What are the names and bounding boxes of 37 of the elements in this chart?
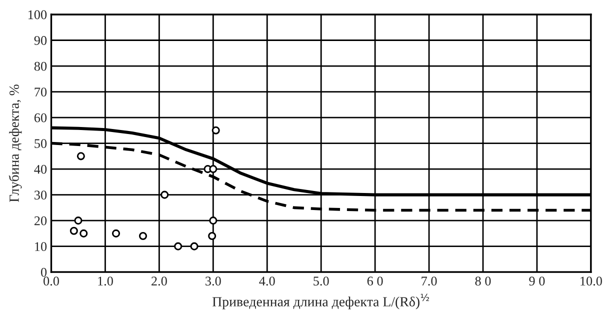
y-tick-label: 20 (34, 216, 47, 226)
x-axis-title: Приведенная длина дефекта L/(Rδ)$^{½}$ (212, 294, 430, 310)
x-tick-label: 3.0 (206, 276, 221, 286)
x-tick-label: 4.0 (259, 276, 275, 286)
y-tick-label: 90 (34, 36, 47, 45)
point (190, 242, 198, 250)
x-tick-label: 9 0 (529, 276, 545, 286)
x-tick-label: 2.0 (152, 276, 167, 286)
y-tick-label: 10 (35, 242, 47, 252)
point (174, 242, 182, 250)
x-tick-label: 1.0 (98, 276, 113, 286)
point (208, 232, 216, 240)
point (212, 126, 220, 134)
y-tick-label: 70 (34, 88, 47, 96)
x-tick-label: 7.0 (422, 276, 437, 286)
point (112, 229, 120, 238)
point (74, 216, 82, 225)
y-tick-label: 100 (28, 10, 47, 20)
y-tick-label: 0 (40, 268, 47, 277)
point (160, 190, 169, 199)
point (76, 152, 85, 160)
point (209, 216, 218, 225)
point (70, 226, 78, 235)
x-tick-label: 0.0 (44, 276, 59, 286)
x-tick-label: 6 0 (367, 276, 383, 286)
x-tick-label: 8 0 (475, 276, 491, 286)
y-axis-title: Глубина дефекта, % (8, 84, 22, 202)
y-tick-label: 30 (34, 190, 47, 200)
x-tick-label: 10.0 (580, 276, 602, 286)
point (80, 229, 88, 238)
point (209, 165, 218, 174)
point (138, 232, 148, 240)
y-tick-label: 60 (34, 113, 47, 122)
x-tick-label: 5.0 (314, 276, 329, 286)
y-tick-label: 50 (34, 139, 47, 148)
y-tick-label: 40 (34, 164, 47, 174)
y-tick-label: 80 (34, 62, 47, 71)
